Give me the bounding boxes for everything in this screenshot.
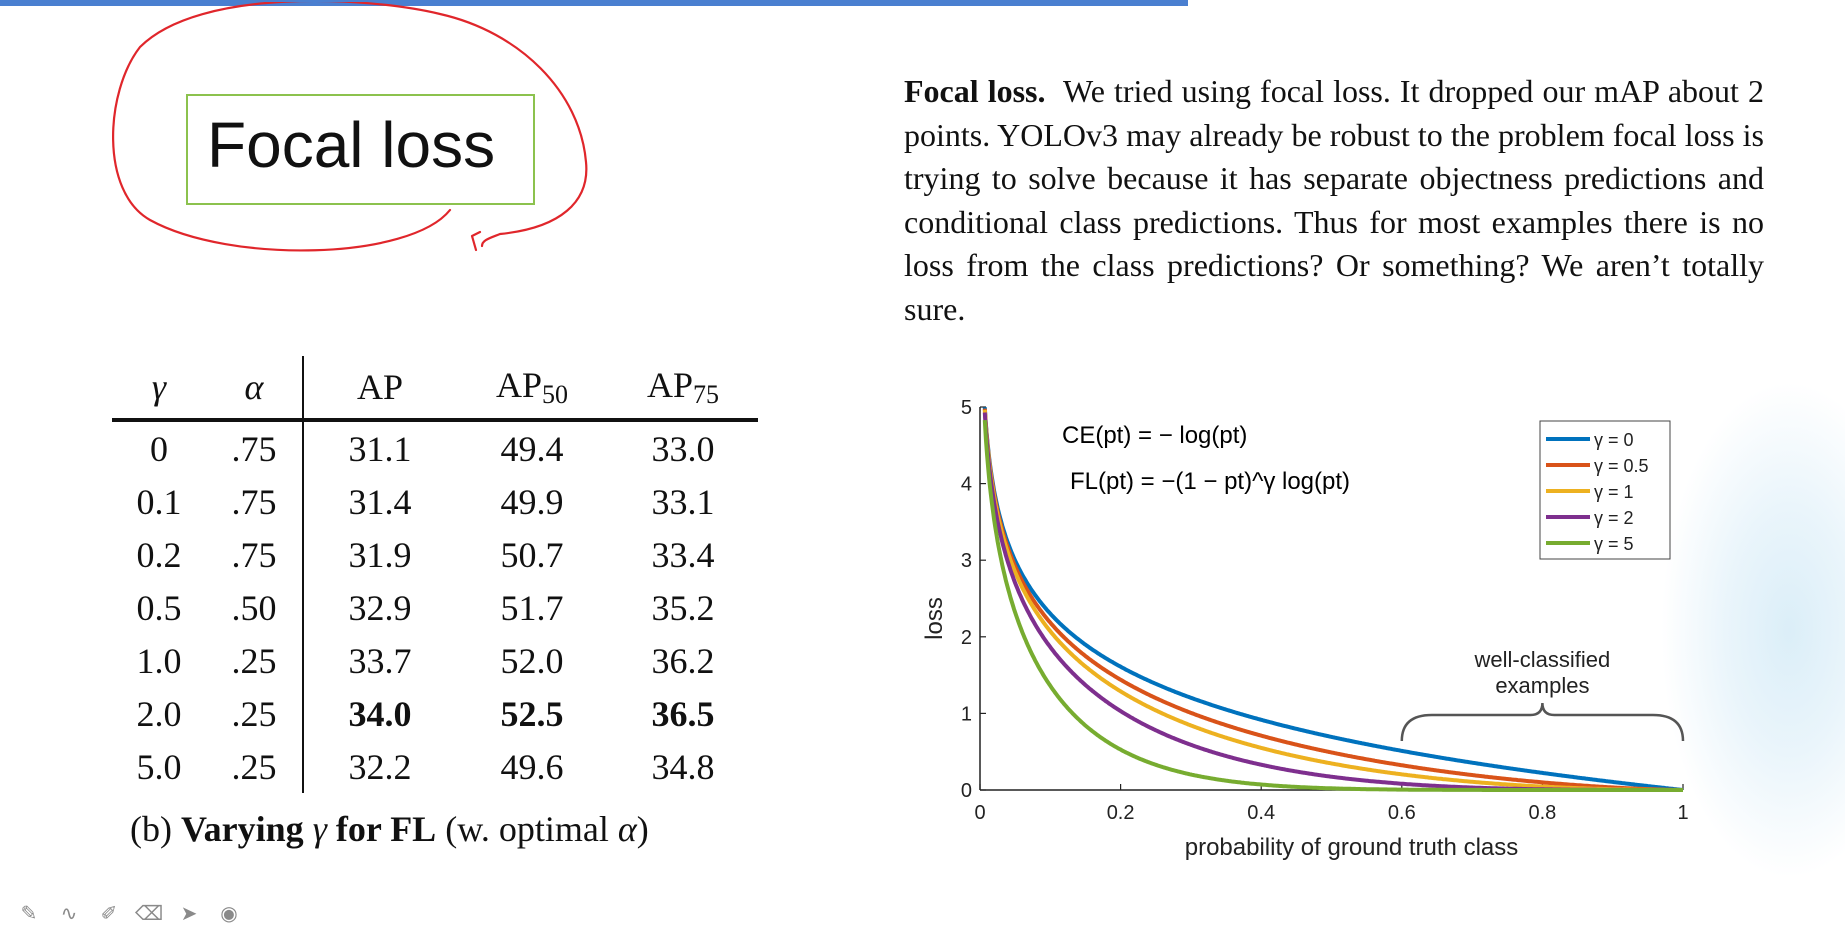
table-row: 5.0 .25 32.2 49.6 34.8 [112,740,758,793]
table-row: 0.2 .75 31.9 50.7 33.4 [112,528,758,581]
slide-top-accent-bar [0,0,1188,6]
table-cell: 52.0 [500,640,564,681]
y-tick-label: 3 [961,550,972,572]
pen-icon[interactable]: ✎ [20,901,38,925]
table-caption: (b) Varying γ for FL (w. optimal α) [130,809,649,849]
results-table: γ α AP AP50 AP75 0 .75 31.1 49.4 33.0 0.1 .75 3… [112,356,758,793]
background-decoration [1660,380,1845,880]
focal-loss-chart: 0 0.2 0.4 0.6 0.8 1 0 1 2 3 4 5 probability of groun… [921,397,1689,861]
legend-label: γ = 2 [1594,508,1634,528]
table-cell: 2.0 [136,693,182,734]
table-cell: 33.0 [651,428,715,469]
table-header-row: γ α AP AP50 AP75 [112,356,758,420]
header-ap75: AP75 [646,365,720,409]
table-cell: 50.7 [500,534,564,575]
x-tick-label: 0.2 [1107,802,1135,824]
formula-fl: FL(pt) = −(1 − pt)^γ log(pt) [1070,468,1350,495]
formula-ce: CE(pt) = − log(pt) [1062,422,1247,449]
table-cell: 49.9 [500,481,564,522]
paragraph-body: We tried using focal loss. It dropped ou… [904,73,1765,327]
chart-legend: γ = 0 γ = 0.5 γ = 1 γ = 2 γ = 5 [1539,420,1671,560]
table-cell: 49.4 [500,428,564,469]
table-cell: 1.0 [136,640,182,681]
x-tick-label: 0.4 [1247,802,1275,824]
annotation-toolbar: ✎ ∿ ✐ ⌫ ➤ ◉ [14,900,244,926]
table-cell: 36.5 [651,693,715,734]
table-cell: 49.6 [500,746,564,787]
table-cell: 0.1 [136,481,182,522]
table-cell: 36.2 [651,640,715,681]
slide-title: Focal loss [207,109,496,181]
table-row: 2.0 .25 34.0 52.5 36.5 [112,687,758,740]
curve--0 [982,407,1684,792]
pointer-icon[interactable]: ➤ [180,901,198,925]
table-cell: 35.2 [651,587,715,628]
laser-icon[interactable]: ◉ [220,901,238,925]
paper-excerpt: Focal loss. We tried using focal loss. I… [904,70,1764,331]
x-tick-label: 1 [1677,802,1688,824]
freehand-icon[interactable]: ∿ [60,901,78,925]
table-cell: .25 [206,634,304,687]
table-cell: .75 [206,420,304,475]
table-cell: .75 [206,528,304,581]
table-cell: .50 [206,581,304,634]
header-ap50: AP50 [495,365,569,409]
table-row: 0.5 .50 32.9 51.7 35.2 [112,581,758,634]
table-row: 0.1 .75 31.4 49.9 33.1 [112,475,758,528]
table-cell: 0.5 [136,587,182,628]
table-cell: 52.5 [500,693,564,734]
table-cell: .25 [206,687,304,740]
legend-label: γ = 1 [1594,482,1634,502]
table-cell: 0 [150,428,168,469]
slide-title-box [186,94,535,205]
eraser-icon[interactable]: ⌫ [134,901,164,925]
table-cell: 31.1 [348,428,412,469]
y-tick-label: 1 [961,703,972,725]
table-cell: 32.9 [348,587,412,628]
y-axis-label: loss [921,597,948,640]
table-cell: 0.2 [136,534,182,575]
annotation-brace [1400,702,1685,742]
y-tick-label: 5 [961,397,972,419]
x-tick-label: 0.8 [1528,802,1556,824]
table-cell: 32.2 [348,746,412,787]
table-cell: 51.7 [500,587,564,628]
table-cell: 5.0 [136,746,182,787]
table-row: 1.0 .25 33.7 52.0 36.2 [112,634,758,687]
x-tick-label: 0.6 [1388,802,1416,824]
table-cell: 31.4 [348,481,412,522]
table-row: 0 .75 31.1 49.4 33.0 [112,420,758,475]
curve--5 [982,419,1684,792]
header-ap: AP [356,367,404,407]
table-cell: 33.7 [348,640,412,681]
table-cell: 34.0 [348,693,412,734]
x-axis-label: probability of ground truth class [1185,834,1519,861]
legend-label: γ = 5 [1594,534,1634,554]
legend-label: γ = 0.5 [1594,456,1649,476]
highlighter-icon[interactable]: ✐ [100,901,118,925]
header-gamma: γ [151,367,167,407]
curve--0.5 [982,408,1684,792]
table-cell: 31.9 [348,534,412,575]
table-cell: 33.4 [651,534,715,575]
table-cell: 33.1 [651,481,715,522]
annotation-label: well-classified [1474,647,1611,672]
y-tick-label: 2 [961,627,972,649]
y-tick-label: 0 [961,780,972,802]
legend-label: γ = 0 [1594,430,1634,450]
header-alpha: α [206,356,304,420]
x-tick-label: 0 [974,802,985,824]
annotation-label: examples [1495,673,1589,698]
ink-annotation-circle [112,2,588,252]
table-cell: .75 [206,475,304,528]
table-cell: 34.8 [651,746,715,787]
y-tick-label: 4 [961,474,972,496]
table-cell: .25 [206,740,304,793]
paragraph-lead: Focal loss. [904,73,1046,109]
